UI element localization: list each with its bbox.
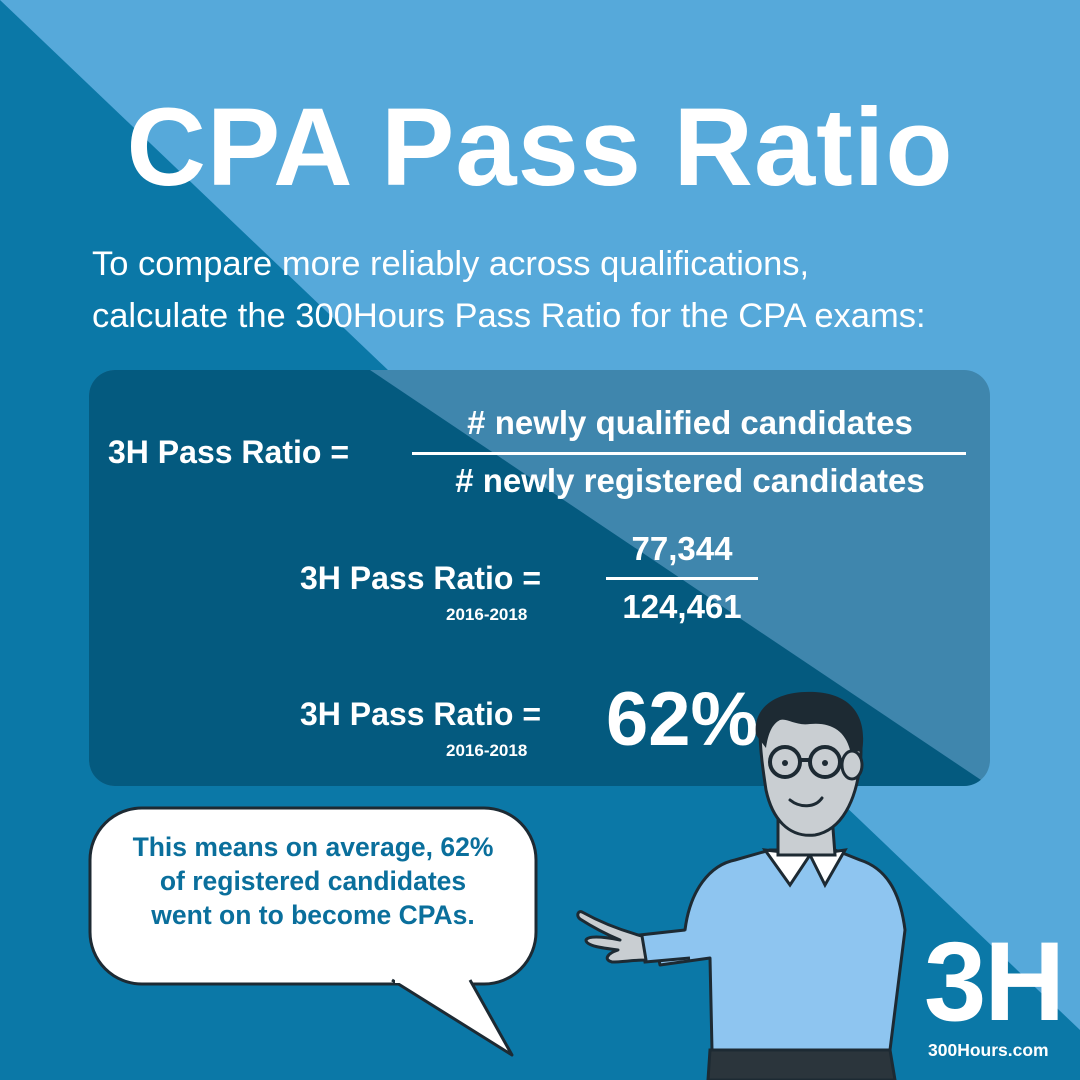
page-title: CPA Pass Ratio bbox=[126, 86, 954, 209]
formula-numerator: # newly qualified candidates bbox=[467, 404, 913, 441]
presenter-illustration bbox=[576, 691, 907, 1080]
subtitle-line-2: calculate the 300Hours Pass Ratio for th… bbox=[92, 297, 926, 335]
sleeve bbox=[638, 928, 691, 964]
formula-label: 3H Pass Ratio = bbox=[108, 434, 349, 470]
speech-line-3: went on to become CPAs. bbox=[151, 900, 475, 930]
eye-left bbox=[782, 760, 788, 766]
calculation-denominator: 124,461 bbox=[622, 588, 742, 625]
result-years: 2016-2018 bbox=[446, 741, 528, 760]
pants bbox=[706, 1048, 897, 1080]
smile bbox=[788, 796, 824, 808]
subtitle-line-1: To compare more reliably across qualific… bbox=[92, 245, 810, 283]
result-label: 3H Pass Ratio = bbox=[300, 696, 541, 732]
formula-fraction-line bbox=[412, 452, 966, 455]
calculation-fraction-line bbox=[606, 577, 758, 580]
speech-line-2: of registered candidates bbox=[159, 866, 467, 896]
hand bbox=[576, 910, 648, 964]
brand-website: 300Hours.com bbox=[928, 1040, 1049, 1060]
ear bbox=[840, 749, 864, 781]
formula-denominator: # newly registered candidates bbox=[455, 462, 925, 499]
subtitle: To compare more reliably across qualific… bbox=[92, 238, 1012, 342]
calculation-numerator: 77,344 bbox=[631, 530, 733, 567]
brand-logo: 3H bbox=[924, 919, 1065, 1044]
calculation-years: 2016-2018 bbox=[446, 605, 528, 624]
speech-text: This means on average, 62% of registered… bbox=[96, 830, 530, 932]
eye-right bbox=[822, 760, 828, 766]
hair bbox=[755, 691, 864, 752]
calculation-label: 3H Pass Ratio = bbox=[300, 560, 541, 596]
speech-line-1: This means on average, 62% bbox=[132, 832, 494, 862]
shirt bbox=[653, 848, 907, 1052]
result-value: 62% bbox=[606, 677, 759, 762]
